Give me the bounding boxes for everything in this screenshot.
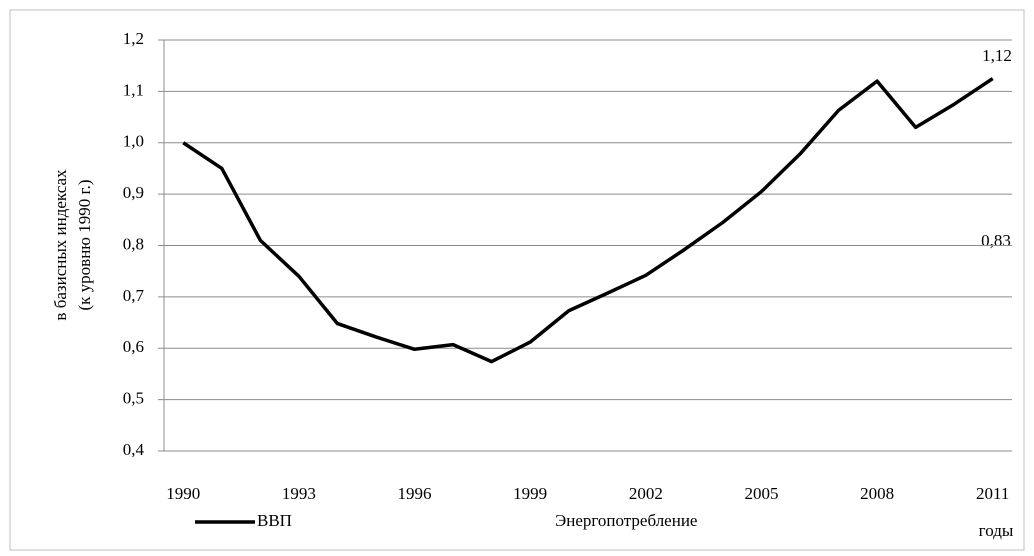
y-tick-label: 1,2 (123, 29, 144, 48)
legend-label: ВВП (257, 511, 292, 530)
y-tick-label: 1,0 (123, 132, 144, 151)
y-tick-label: 1,1 (123, 80, 144, 99)
series-line (182, 77, 994, 364)
x-tick-label: 2008 (860, 484, 894, 503)
y-tick-label: 0,5 (123, 389, 144, 408)
x-tick-label: 2011 (976, 484, 1009, 503)
x-tick-label: 1993 (282, 484, 316, 503)
annotation: 1,12 (982, 46, 1012, 65)
y-tick-label: 0,4 (123, 440, 145, 459)
y-tick-label: 0,6 (123, 337, 144, 356)
x-tick-label: 1990 (166, 484, 200, 503)
x-axis-label: годы (979, 521, 1014, 540)
x-tick-label: 2005 (744, 484, 778, 503)
x-tick-label: 1999 (513, 484, 547, 503)
x-tick-label: 2002 (629, 484, 663, 503)
legend-label: Энергопотребление (555, 511, 697, 530)
y-tick-label: 0,8 (123, 234, 144, 253)
y-tick-label: 0,9 (123, 183, 144, 202)
x-tick-label: 1996 (398, 484, 432, 503)
y-axis-label: в базисных индексах (51, 169, 70, 321)
y-axis-label: (к уровню 1990 г.) (75, 180, 94, 311)
y-tick-label: 0,7 (123, 286, 145, 305)
annotation: 0,83 (981, 231, 1011, 250)
